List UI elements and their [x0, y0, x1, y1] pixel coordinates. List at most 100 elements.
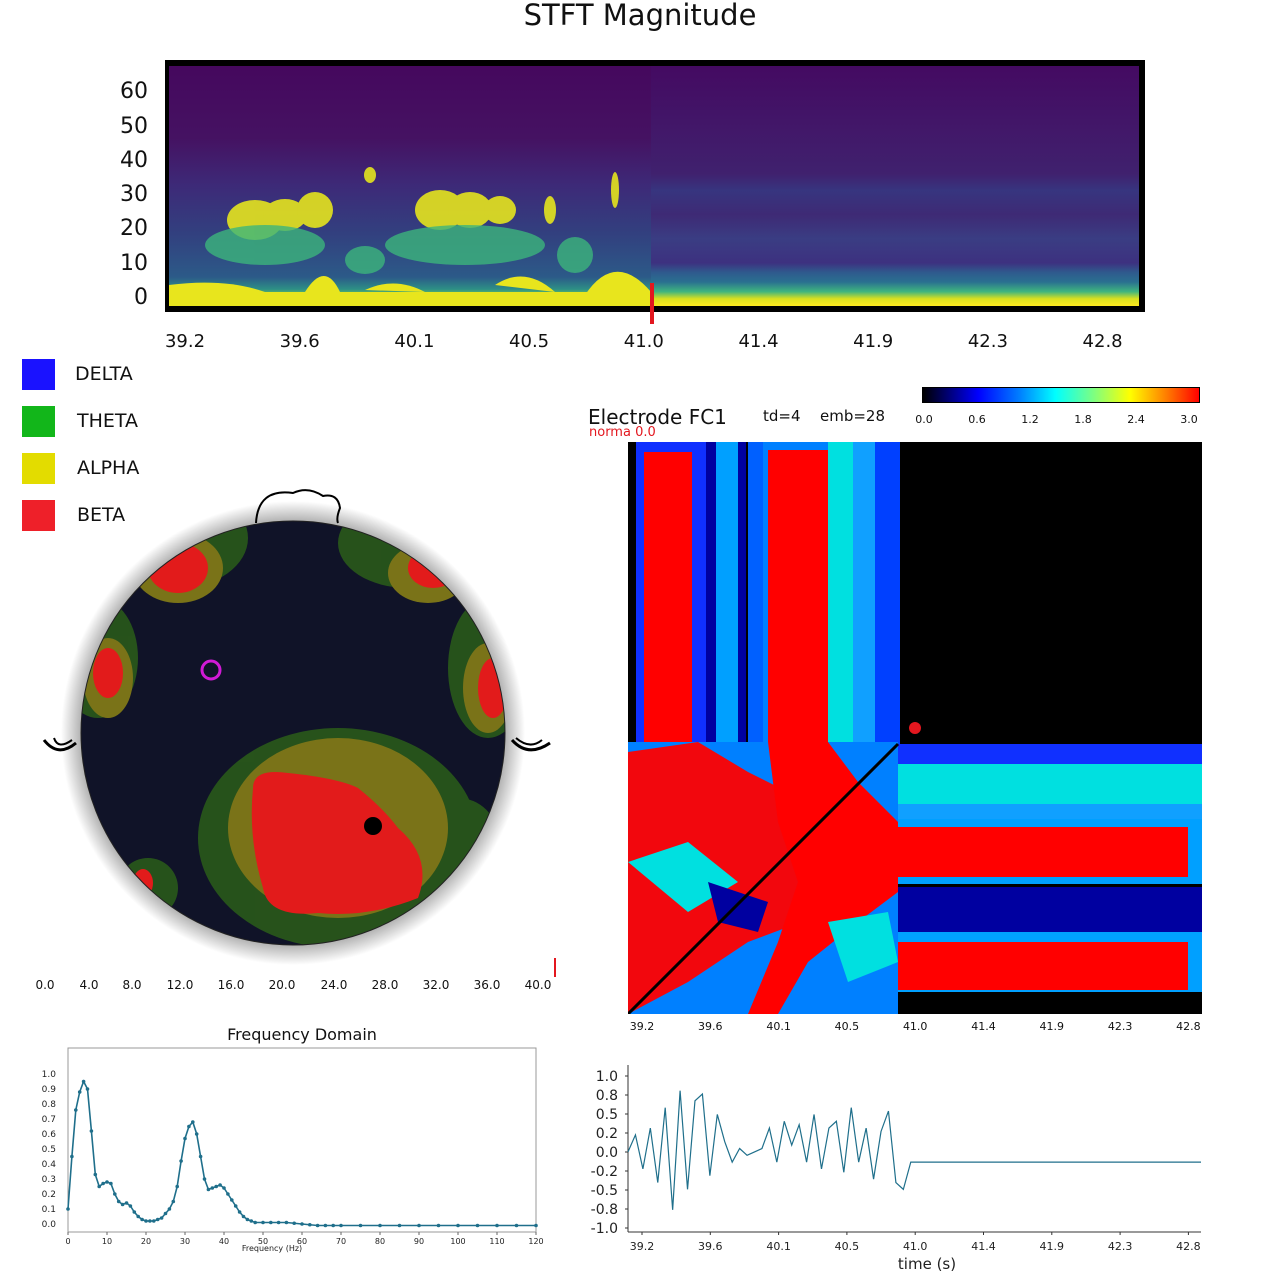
freq-data-point — [249, 1219, 254, 1223]
freq-data-point — [132, 1210, 137, 1214]
freq-y-tick: 0.1 — [42, 1205, 56, 1215]
freq-x-tick: 60 — [297, 1237, 307, 1246]
stft-y-tick: 40 — [120, 147, 148, 173]
slider-tick: 40.0 — [524, 978, 552, 992]
freq-plot-frame — [67, 1047, 537, 1233]
freq-data-point — [191, 1120, 195, 1124]
stft-x-tick: 41.4 — [738, 331, 779, 352]
colorbar-tick: 0.0 — [915, 413, 933, 426]
head-slider-marker[interactable] — [554, 958, 556, 977]
freq-y-tick: 0.2 — [42, 1190, 56, 1200]
freq-data-point — [136, 1214, 140, 1219]
freq-data-point — [152, 1219, 156, 1223]
recurrence-x-tick: 39.2 — [629, 1020, 655, 1033]
freq-y-tick: 0.5 — [42, 1145, 56, 1155]
freq-y-tick: 1.0 — [42, 1070, 57, 1080]
time-x-tick: 40.1 — [766, 1240, 791, 1253]
freq-y-tick: 0.8 — [42, 1100, 57, 1110]
freq-data-point — [218, 1183, 222, 1187]
colorbar-tick: 1.2 — [1021, 413, 1039, 426]
freq-data-point — [159, 1216, 164, 1220]
freq-x-tick: 120 — [528, 1237, 543, 1246]
band-label-delta: DELTA — [75, 363, 133, 385]
slider-tick: 20.0 — [268, 978, 296, 992]
freq-data-point — [300, 1222, 304, 1226]
stft-x-tick: 40.5 — [509, 331, 550, 352]
time-y-tick: -0.5 — [591, 1183, 618, 1199]
time-y-tick: 0.5 — [596, 1107, 618, 1123]
slider-tick: 0.0 — [35, 978, 55, 992]
freq-data-point — [167, 1207, 172, 1211]
slider-tick: 36.0 — [473, 978, 501, 992]
freq-data-point — [269, 1220, 273, 1225]
freq-data-point — [70, 1154, 74, 1159]
freq-y-tick: 0.7 — [42, 1115, 56, 1125]
freq-x-label: Frequency (Hz) — [242, 1244, 302, 1253]
stft-cursor[interactable] — [650, 283, 654, 324]
freq-x-tick: 80 — [375, 1237, 385, 1246]
freq-data-point — [230, 1198, 234, 1202]
freq-data-point — [140, 1217, 144, 1222]
band-label-beta: BETA — [77, 504, 126, 526]
freq-data-point — [237, 1210, 242, 1214]
freq-data-point — [397, 1223, 402, 1228]
stft-x-tick: 41.9 — [853, 331, 894, 352]
freq-data-point — [226, 1192, 230, 1196]
time-x-tick: 41.4 — [971, 1240, 996, 1253]
freq-data-point — [93, 1172, 98, 1177]
freq-data-point — [292, 1221, 297, 1226]
stft-x-tick: 39.2 — [164, 331, 206, 352]
freq-data-point — [222, 1186, 226, 1190]
freq-data-point — [214, 1184, 218, 1189]
freq-data-point — [74, 1108, 78, 1112]
slider-tick: 16.0 — [217, 978, 245, 992]
freq-y-tick: 0.3 — [42, 1175, 56, 1185]
freq-data-point — [378, 1223, 382, 1228]
recurrence-marker — [909, 722, 921, 734]
freq-x-tick: 10 — [102, 1237, 112, 1246]
freq-series-line — [67, 1079, 536, 1227]
stft-x-tick: 42.8 — [1082, 331, 1123, 352]
stft-y-tick: 50 — [120, 113, 148, 139]
freq-x-tick: 70 — [336, 1237, 346, 1246]
freq-data-point — [475, 1223, 480, 1228]
recurrence-x-tick: 40.1 — [766, 1020, 791, 1033]
time-x-tick: 41.9 — [1040, 1240, 1065, 1253]
slider-tick: 24.0 — [320, 978, 348, 992]
time-y-tick: 0.2 — [596, 1126, 618, 1142]
time-x-tick: 42.3 — [1108, 1240, 1133, 1253]
freq-title: Frequency Domain — [227, 1025, 377, 1044]
time-y-tick: -1.0 — [591, 1221, 618, 1237]
colorbar — [922, 387, 1200, 403]
freq-x-tick: 110 — [489, 1237, 504, 1246]
freq-data-point — [323, 1223, 328, 1228]
stft-x-tick: 42.3 — [967, 331, 1008, 352]
freq-x-tick: 100 — [450, 1237, 465, 1246]
freq-data-point — [124, 1201, 129, 1205]
freq-data-point — [148, 1219, 152, 1223]
time-x-tick: 39.2 — [630, 1240, 655, 1253]
freq-data-point — [331, 1223, 336, 1228]
slider-tick: 12.0 — [166, 978, 194, 992]
band-label-theta: THETA — [77, 410, 139, 432]
band-swatch-beta — [22, 500, 55, 531]
recurrence-x-tick: 41.0 — [902, 1020, 928, 1033]
freq-x-tick: 20 — [141, 1237, 151, 1246]
freq-x-tick: 50 — [258, 1237, 268, 1246]
stft-x-tick: 39.6 — [279, 331, 320, 352]
freq-data-point — [81, 1079, 86, 1084]
freq-data-point — [187, 1124, 191, 1129]
colorbar-tick: 0.6 — [968, 413, 986, 426]
freq-data-point — [339, 1223, 343, 1228]
stft-spectrogram — [165, 60, 1145, 312]
time-x-tick: 41.0 — [903, 1240, 928, 1253]
head-topomap — [42, 489, 551, 965]
stft-y-tick: 0 — [134, 285, 148, 310]
time-x-tick: 42.8 — [1176, 1240, 1201, 1253]
freq-data-point — [113, 1192, 117, 1196]
freq-data-point — [514, 1223, 519, 1228]
recurrence-x-tick: 41.4 — [971, 1020, 996, 1033]
freq-data-point — [155, 1217, 160, 1222]
recurrence-x-tick: 42.8 — [1176, 1020, 1201, 1033]
band-label-alpha: ALPHA — [77, 457, 140, 479]
